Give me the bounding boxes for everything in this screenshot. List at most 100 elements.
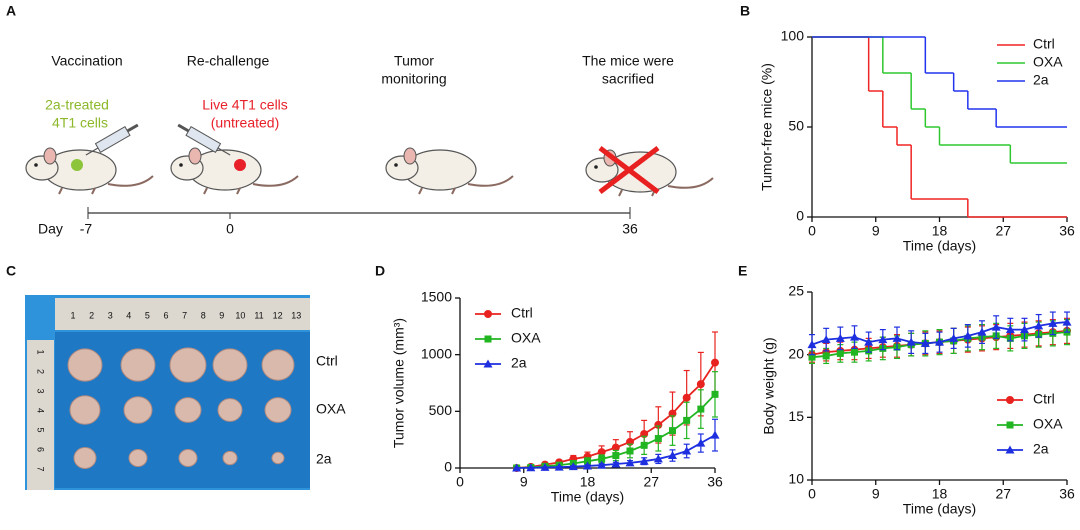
- x-axis-title: Time (days): [903, 238, 976, 254]
- x-tick-label: 36: [1059, 223, 1075, 239]
- mouse-feet: [203, 187, 241, 195]
- marker: [669, 427, 676, 435]
- ruler-number: 4: [36, 408, 46, 413]
- ruler: [27, 340, 54, 490]
- tumor: [212, 348, 248, 382]
- ruler-number: 4: [126, 310, 131, 320]
- marker: [625, 458, 635, 467]
- ruler-number: 2: [89, 310, 94, 320]
- x-tick-label: 0: [808, 223, 816, 239]
- marker: [808, 353, 816, 361]
- mouse-tail: [252, 175, 299, 187]
- step-label: Vaccination: [51, 53, 122, 69]
- marker: [626, 447, 634, 455]
- y-tick-label: 50: [788, 118, 804, 134]
- mouse-eye: [394, 163, 398, 167]
- legend-label: OXA: [1033, 416, 1063, 432]
- panel-letter: C: [6, 263, 16, 279]
- marker: [920, 338, 930, 347]
- marker: [935, 337, 944, 346]
- legend-label: OXA: [511, 330, 541, 346]
- y-tick-label: 20: [788, 345, 804, 361]
- ruler-number: 11: [254, 310, 263, 320]
- marker: [851, 348, 858, 356]
- marker: [710, 430, 720, 439]
- mouse-eye: [179, 163, 183, 167]
- ruler-number: 1: [36, 349, 46, 354]
- mouse-tail: [467, 175, 514, 187]
- marker: [850, 332, 859, 341]
- marker: [639, 456, 649, 465]
- ruler-number: 7: [182, 310, 187, 320]
- marker: [484, 335, 492, 343]
- ruler-number: 13: [291, 310, 301, 320]
- timeline-label: Day: [38, 221, 63, 237]
- x-tick-label: 9: [520, 474, 528, 490]
- mouse-feet: [418, 187, 456, 195]
- tumor: [271, 451, 285, 465]
- x-tick-label: 36: [707, 474, 723, 490]
- mouse-eye: [34, 163, 38, 167]
- marker: [654, 420, 663, 429]
- tumor: [264, 397, 292, 423]
- marker: [682, 393, 691, 402]
- marker: [906, 337, 916, 346]
- legend-label: 2a: [1033, 72, 1049, 88]
- group-label: Ctrl: [316, 353, 338, 369]
- marker: [977, 327, 987, 336]
- mouse-eye: [594, 165, 598, 169]
- x-tick-label: 0: [808, 486, 816, 502]
- panel-letter: A: [6, 3, 16, 19]
- ruler: [55, 298, 310, 330]
- marker: [711, 390, 719, 398]
- marker: [1020, 325, 1029, 334]
- panel-a: A Vaccination Re-challenge Tumor monitor…: [6, 3, 714, 237]
- marker: [1034, 321, 1044, 330]
- vaccine-note: 2a-treated: [45, 97, 109, 113]
- ruler-number: 2: [36, 369, 46, 374]
- tumor: [261, 349, 295, 381]
- y-tick-label: 1000: [421, 345, 452, 361]
- y-tick-label: 500: [429, 402, 453, 418]
- marker: [598, 455, 606, 463]
- legend-label: Ctrl: [1033, 36, 1055, 52]
- y-tick-label: 1500: [421, 289, 452, 305]
- panel-letter: B: [740, 3, 750, 19]
- tumor: [178, 448, 198, 468]
- marker: [963, 331, 973, 340]
- step-label: Tumor: [394, 53, 434, 69]
- legend-label: Ctrl: [1033, 391, 1055, 407]
- step-label: Re-challenge: [187, 53, 270, 69]
- panel-letter: D: [375, 263, 385, 279]
- injection-site: [71, 159, 83, 171]
- syringe-needle: [85, 147, 99, 156]
- marker: [484, 310, 492, 318]
- cross: [598, 146, 660, 194]
- mouse-tail: [667, 177, 714, 189]
- tumor: [67, 348, 103, 382]
- tumor: [217, 398, 243, 422]
- x-tick-label: 27: [995, 486, 1011, 502]
- tumor: [222, 450, 238, 466]
- marker: [526, 463, 536, 472]
- x-tick-label: 0: [456, 474, 464, 490]
- x-axis-title: Time (days): [551, 489, 624, 505]
- tumor: [128, 448, 148, 468]
- y-axis-title: Tumor-free mice (%): [759, 63, 775, 191]
- marker: [640, 441, 648, 449]
- legend-label: OXA: [1033, 54, 1063, 70]
- marker: [540, 462, 550, 471]
- marker: [683, 416, 691, 424]
- x-tick-label: 36: [1059, 486, 1075, 502]
- legend-label: Ctrl: [511, 305, 533, 321]
- ruler-number: 12: [273, 310, 283, 320]
- mouse-ear: [403, 147, 417, 165]
- marker: [597, 460, 607, 469]
- tumor: [174, 397, 202, 423]
- challenge-note: (untreated): [211, 115, 279, 131]
- timeline-day: 0: [226, 221, 234, 237]
- x-tick-label: 27: [643, 474, 659, 490]
- tumor: [69, 395, 101, 425]
